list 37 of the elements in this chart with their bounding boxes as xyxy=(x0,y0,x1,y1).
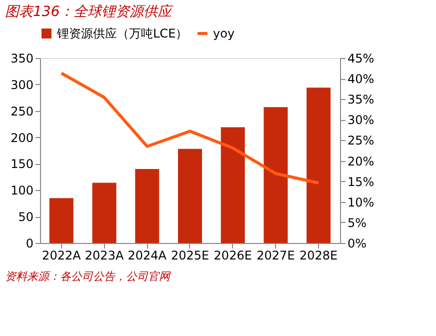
y-tick-label: 200 xyxy=(10,130,34,145)
x-tick-label: 2023A xyxy=(84,248,124,262)
y-tick-label: 350 xyxy=(10,52,34,66)
y2-tick-label: 40% xyxy=(348,72,374,86)
y-tick-label: 150 xyxy=(10,157,34,172)
y-tick-label: 50 xyxy=(18,210,34,224)
y2-tick-label: 0% xyxy=(348,236,367,250)
bar xyxy=(220,127,245,243)
y2-tick-label: 20% xyxy=(348,154,374,168)
chart-title: 图表136：全球锂资源供应 xyxy=(5,4,174,20)
x-tick-label: 2026E xyxy=(214,248,252,262)
bar xyxy=(178,148,202,243)
y2-tick-label: 35% xyxy=(348,92,374,107)
y2-tick-label: 30% xyxy=(348,113,374,128)
x-tick-label: 2024A xyxy=(128,248,168,262)
bar xyxy=(306,88,331,243)
y2-tick-label: 10% xyxy=(348,195,374,210)
bar xyxy=(264,107,288,243)
text: 资料来源：各公司公告，公司官网 xyxy=(5,270,171,283)
bar xyxy=(135,169,160,243)
y-tick-label: 100 xyxy=(10,184,34,198)
bar xyxy=(49,198,74,243)
y-tick-label: 300 xyxy=(10,78,34,92)
y-tick-label: 0 xyxy=(26,236,34,250)
bar xyxy=(92,182,116,243)
x-tick-label: 2022A xyxy=(42,248,82,262)
x-tick-label: 2028E xyxy=(300,248,338,262)
line-series xyxy=(60,72,320,184)
y2-tick-label: 15% xyxy=(348,174,374,189)
legend-label: 锂资源供应（万吨LCE） xyxy=(56,26,188,40)
x-tick-label: 2027E xyxy=(256,248,295,262)
legend-label: yoy xyxy=(213,26,235,40)
y2-tick-label: 5% xyxy=(348,216,367,230)
y-tick-label: 250 xyxy=(10,104,34,118)
x-tick-label: 2025E xyxy=(170,248,210,262)
y2-tick-label: 45% xyxy=(348,52,374,66)
y2-tick-label: 25% xyxy=(348,134,374,148)
